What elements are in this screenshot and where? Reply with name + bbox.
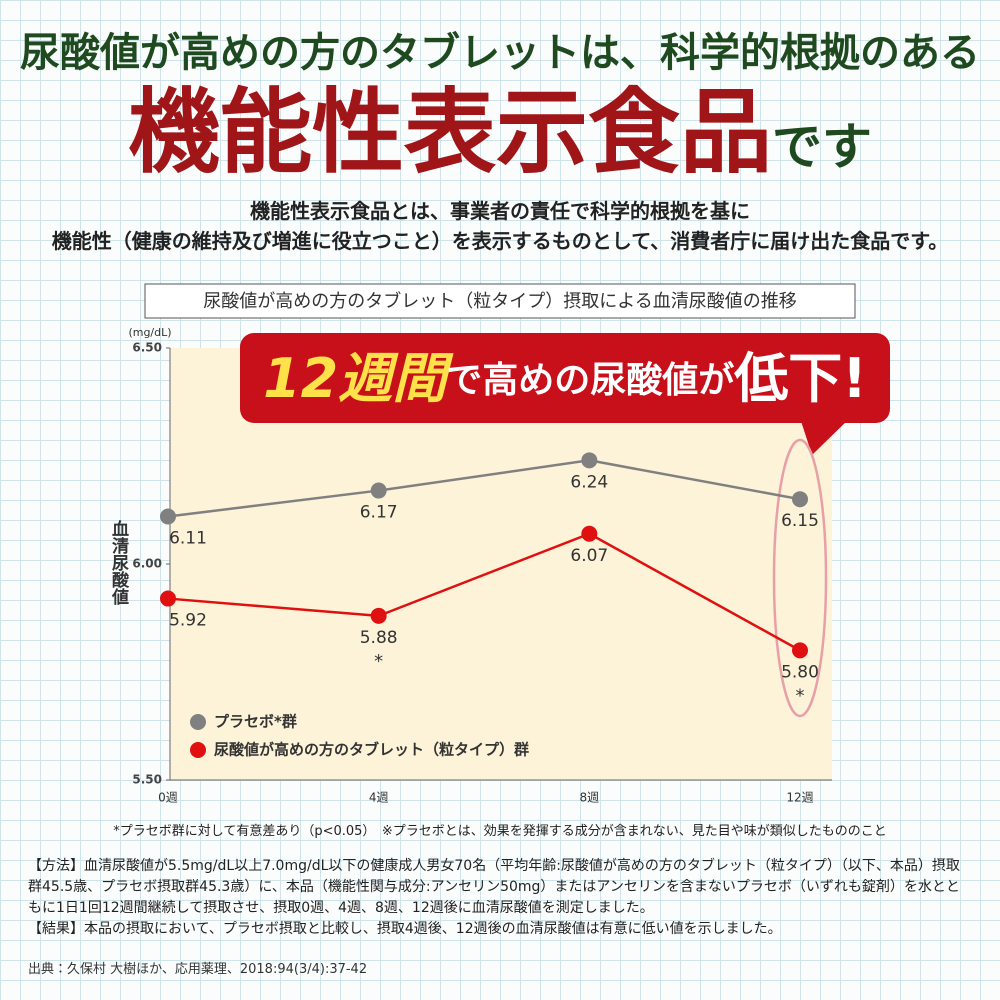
callout-tail	[800, 418, 850, 455]
description-line: 機能性（健康の維持及び増進に役立つこと）を表示するものとして、消費者庁に届け出た…	[51, 229, 949, 253]
chart-title-box	[144, 283, 856, 319]
x-tick-label: 8週	[580, 791, 600, 805]
y-tick-label: 6.50	[132, 341, 162, 355]
data-label: 5.92	[169, 611, 207, 631]
legend-label: プラセボ*群	[214, 713, 297, 731]
data-label: 6.17	[360, 503, 398, 523]
data-label: 6.11	[169, 528, 207, 548]
data-label: 6.15	[781, 511, 819, 531]
description-line: 機能性表示食品とは、事業者の責任で科学的根拠を基に	[250, 199, 750, 223]
callout-emphasis: 12週間	[263, 347, 454, 410]
data-point	[160, 508, 176, 525]
significance-mark: *	[796, 685, 805, 706]
data-point	[581, 525, 598, 542]
legend-marker	[190, 714, 206, 730]
callout: 12週間で高めの尿酸値が低下!	[263, 347, 867, 410]
data-point	[370, 482, 387, 499]
legend-marker	[190, 742, 206, 758]
data-label: 6.07	[570, 546, 608, 566]
unit-label: (mg/dL)	[128, 326, 171, 339]
y-tick-label: 6.00	[132, 557, 162, 571]
y-axis-label: 血清尿酸値	[108, 519, 130, 606]
data-label: 5.80	[781, 662, 819, 682]
method: 【方法】血清尿酸値が5.5mg/dL以上7.0mg/dL以下の健康成人男女70名…	[28, 856, 972, 940]
data-label: 6.24	[570, 472, 608, 492]
headline-main-text: 機能性表示食品	[127, 79, 772, 186]
method-text: 【方法】血清尿酸値が5.5mg/dL以上7.0mg/dL以下の健康成人男女70名…	[28, 858, 960, 916]
headline: 尿酸値が高めの方のタブレットは、科学的根拠のある	[20, 30, 980, 76]
data-point	[581, 452, 598, 469]
highlight-ellipse	[772, 438, 828, 718]
data-label: 5.88	[360, 628, 398, 648]
y-tick-label: 5.50	[132, 773, 162, 787]
x-tick-label: 4週	[369, 791, 389, 805]
x-tick-label: 12週	[786, 791, 813, 805]
x-tick-label: 0週	[158, 791, 178, 805]
data-point	[792, 491, 808, 508]
callout-box	[240, 333, 890, 423]
footnote: *プラセボ群に対して有意差あり（p<0.05） ※プラセボとは、効果を発揮する成…	[113, 824, 887, 839]
data-point	[370, 607, 387, 624]
legend-label: 尿酸値が高めの方のタブレット（粒タイプ）群	[214, 741, 529, 759]
series-line	[167, 532, 801, 652]
chart-title: 尿酸値が高めの方のタブレット（粒タイプ）摂取による血清尿酸値の推移	[203, 290, 796, 312]
method-text: 【結果】本品の摂取において、プラセボ摂取と比較し、摂取4週後、12週後の血清尿酸…	[28, 921, 782, 937]
significance-mark: *	[374, 651, 383, 672]
source: 出典：久保村 大樹ほか、応用薬理、2018:94(3/4):37-42	[28, 962, 368, 977]
description: 機能性表示食品とは、事業者の責任で科学的根拠を基に 機能性（健康の維持及び増進に…	[0, 196, 1000, 256]
headline-main: 機能性表示食品です	[0, 78, 1000, 202]
data-point	[160, 590, 176, 607]
data-point	[792, 642, 808, 659]
headline-suffix: です	[772, 118, 872, 176]
callout-text: で高めの尿酸値が	[446, 360, 734, 401]
callout-text: 低下!	[733, 347, 867, 410]
series-line	[167, 459, 801, 518]
